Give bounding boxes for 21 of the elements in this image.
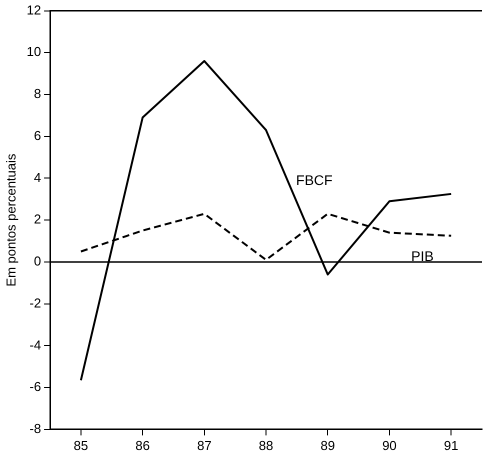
y-tick-label: 2 xyxy=(34,212,42,227)
y-tick-label: 10 xyxy=(26,44,42,60)
y-tick-label: -6 xyxy=(29,379,42,394)
series-label: FBCF xyxy=(296,172,333,188)
x-tick-label: 87 xyxy=(197,438,212,453)
y-axis-title: Em pontos percentuais xyxy=(3,153,18,287)
x-tick-label: 88 xyxy=(258,438,274,453)
x-tick-label: 85 xyxy=(74,438,88,453)
x-tick-label: 86 xyxy=(135,438,150,453)
series-label: PIB xyxy=(411,248,434,264)
x-tick-label: 90 xyxy=(382,438,397,453)
y-tick-label: 4 xyxy=(34,170,42,185)
y-tick-label: 6 xyxy=(34,128,42,143)
y-tick-label: -8 xyxy=(29,420,42,436)
y-tick-label: 0 xyxy=(34,254,42,269)
x-tick-label: 91 xyxy=(444,438,458,453)
y-tick-label: 12 xyxy=(26,2,42,18)
x-tick-label: 89 xyxy=(320,438,335,453)
y-tick-label: -2 xyxy=(29,295,42,310)
y-tick-label: -4 xyxy=(29,337,42,352)
y-tick-label: 8 xyxy=(34,86,42,102)
